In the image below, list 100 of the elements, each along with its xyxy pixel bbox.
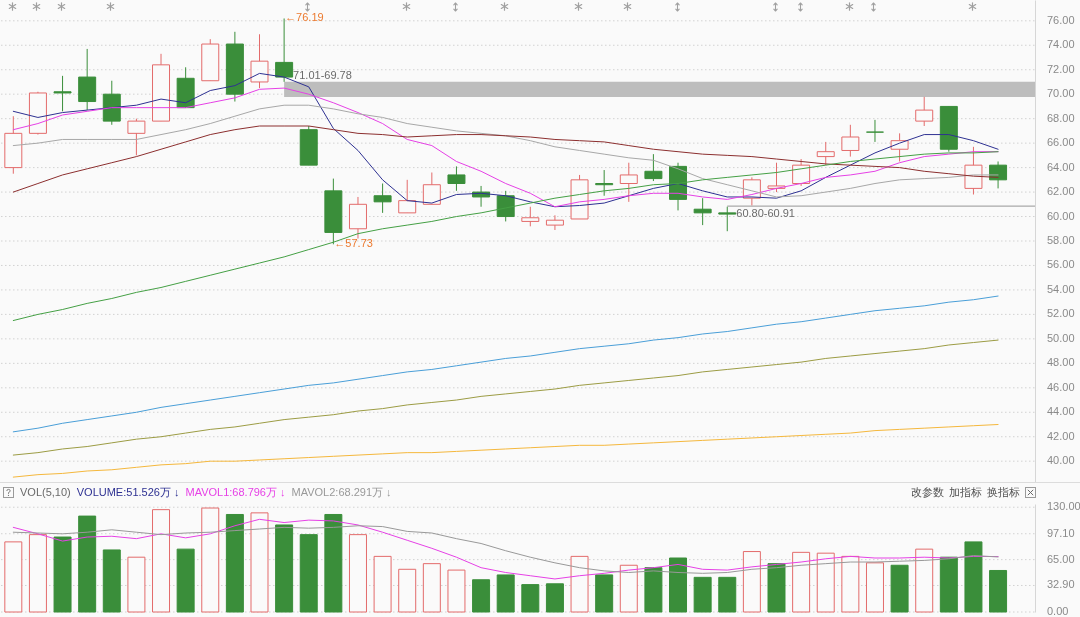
bar — [890, 564, 909, 613]
bar — [472, 579, 491, 613]
bar — [28, 534, 47, 613]
bar — [915, 548, 934, 613]
bar — [669, 557, 688, 613]
y-tick-label: 65.00 — [1047, 552, 1075, 565]
y-tick-label: 56.00 — [1047, 258, 1075, 271]
candlestick — [595, 169, 614, 197]
candlestick — [447, 165, 466, 192]
text: 加指标 — [949, 484, 982, 500]
candlestick — [545, 214, 564, 231]
candlestick — [250, 33, 269, 89]
bar — [693, 576, 712, 613]
annotation: ←76.19 — [285, 11, 324, 24]
bar — [865, 562, 884, 613]
text: 改参数 — [911, 484, 944, 500]
bar — [102, 549, 121, 613]
y-tick-label: 40.00 — [1047, 454, 1075, 467]
candlestick — [718, 206, 737, 232]
line-series — [12, 424, 999, 478]
bar — [127, 556, 146, 613]
bar — [545, 583, 564, 613]
y-tick-label: 52.00 — [1047, 307, 1075, 320]
candlestick — [496, 190, 515, 222]
bar — [422, 563, 441, 613]
bar — [939, 556, 958, 613]
bar — [742, 551, 761, 613]
bar — [152, 509, 171, 613]
bar — [373, 555, 392, 613]
candlestick — [693, 197, 712, 226]
y-tick-label: 64.00 — [1047, 160, 1075, 173]
candlestick — [915, 96, 934, 127]
y-tick-label: 50.00 — [1047, 331, 1075, 344]
line-series — [12, 295, 999, 433]
candlestick — [521, 206, 540, 227]
bar — [989, 569, 1008, 613]
bar — [225, 513, 244, 613]
bar — [78, 515, 97, 613]
y-tick-label: 0.00 — [1047, 605, 1069, 617]
y-tick-label: 54.00 — [1047, 282, 1075, 295]
bar — [275, 524, 294, 613]
candlestick — [127, 118, 146, 156]
y-tick-label: 60.00 — [1047, 209, 1075, 222]
candlestick — [644, 153, 663, 182]
bar — [964, 541, 983, 613]
bar — [250, 512, 269, 613]
line-series — [12, 151, 999, 322]
bar — [595, 574, 614, 613]
bar — [4, 541, 23, 613]
bar — [201, 507, 220, 613]
y-tick-label: 44.00 — [1047, 405, 1075, 418]
y-tick-label: 42.00 — [1047, 429, 1075, 442]
y-tick-label: 68.00 — [1047, 111, 1075, 124]
band-label: 60.80-60.91 — [736, 206, 795, 219]
y-tick-label: 48.00 — [1047, 356, 1075, 369]
candlestick — [619, 162, 638, 203]
candlestick — [964, 146, 983, 196]
bar — [398, 568, 417, 613]
candlestick — [398, 179, 417, 214]
y-tick-label: 62.00 — [1047, 185, 1075, 198]
bar — [496, 574, 515, 613]
line-series — [12, 525, 999, 574]
y-tick-label: 58.00 — [1047, 234, 1075, 246]
bar — [644, 567, 663, 613]
bar — [348, 534, 367, 613]
bar — [521, 584, 540, 613]
bar — [447, 569, 466, 613]
bar — [718, 576, 737, 613]
candlestick — [53, 75, 72, 112]
candlestick — [841, 124, 860, 158]
bar — [570, 555, 589, 613]
bar — [299, 534, 318, 613]
chart-title: VOL(5,10) — [20, 486, 71, 498]
text: 换指标 — [987, 484, 1020, 500]
band-label: 71.01-69.78 — [293, 68, 352, 81]
y-tick-label: 66.00 — [1047, 136, 1075, 149]
bar — [324, 513, 343, 613]
text: VOLUME:51.526万 ↓ — [76, 484, 180, 500]
bar — [53, 536, 72, 613]
candlestick — [865, 119, 884, 143]
annotation: ←57.73 — [334, 237, 373, 250]
candlestick — [373, 183, 392, 214]
y-tick-label: 46.00 — [1047, 380, 1075, 393]
text: MAVOL1:68.796万 ↓ — [185, 484, 286, 500]
bar — [767, 563, 786, 613]
y-tick-label: 72.00 — [1047, 62, 1075, 75]
bar — [792, 551, 811, 613]
y-tick-label: 76.00 — [1047, 13, 1075, 26]
text: MAVOL2:68.291万 ↓ — [291, 484, 392, 500]
candlestick — [422, 171, 441, 205]
bar — [619, 564, 638, 613]
y-tick-label: 97.10 — [1047, 526, 1075, 539]
bar — [841, 555, 860, 613]
y-tick-label: 70.00 — [1047, 87, 1075, 100]
y-tick-label: 130.00 — [1047, 500, 1080, 513]
bar — [816, 552, 835, 613]
y-tick-label: 74.00 — [1047, 38, 1075, 51]
bar — [176, 548, 195, 613]
line-series — [12, 339, 999, 456]
y-tick-label: 32.90 — [1047, 578, 1075, 591]
